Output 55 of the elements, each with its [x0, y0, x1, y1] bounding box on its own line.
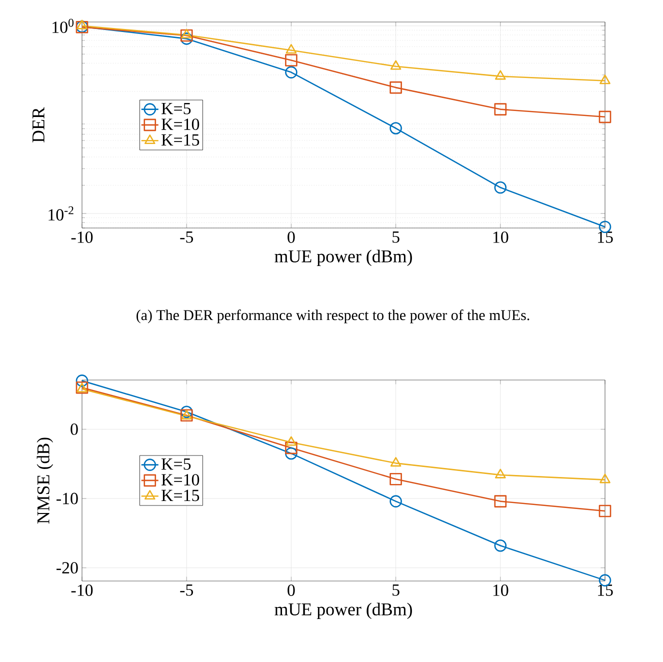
- point: [494, 468, 506, 478]
- x-tick-label: 0: [288, 232, 295, 243]
- point: [285, 66, 298, 78]
- point: [76, 20, 88, 30]
- y-tick-label: 0: [70, 423, 78, 435]
- point: [286, 44, 297, 54]
- point: [494, 495, 507, 508]
- x-tick-label: 10: [493, 232, 508, 243]
- x-tick-label: 10: [493, 584, 508, 596]
- point: [390, 495, 402, 508]
- legend-label: K=15: [162, 134, 200, 146]
- point: [494, 181, 507, 194]
- point: [76, 374, 88, 387]
- x-axis-title: mUE power (dBm): [274, 250, 412, 266]
- point: [390, 60, 402, 70]
- point: [285, 447, 298, 460]
- y-tick-label: -20: [56, 562, 78, 574]
- y-axis-title: NMSE (dB): [36, 438, 54, 524]
- y-tick-label: -10: [56, 492, 78, 504]
- y-axis-title: DER: [32, 107, 44, 142]
- point: [598, 110, 612, 124]
- point: [600, 474, 610, 484]
- legend-label: K=10: [162, 474, 200, 486]
- x-tick-label: 15: [598, 584, 613, 596]
- point: [286, 436, 297, 446]
- y-tick-label: 10$^{-2}$: [48, 206, 74, 221]
- point: [494, 103, 507, 116]
- x-axis-title: mUE power (dBm): [274, 602, 412, 620]
- point: [390, 81, 402, 94]
- point: [285, 442, 298, 454]
- x-tick-label: 5: [392, 232, 400, 243]
- x-tick-label: -10: [71, 232, 93, 243]
- x-tick-label: -10: [71, 584, 93, 596]
- point: [180, 406, 193, 418]
- point: [494, 540, 507, 552]
- legend-label: K=5: [162, 103, 191, 114]
- x-tick-label: 5: [392, 584, 400, 596]
- y-tick-label: 10$^{0}$: [52, 18, 74, 34]
- text: (a) The DER performance with respect to the power of the mUEs.: [136, 310, 530, 324]
- point: [285, 54, 298, 66]
- point: [181, 28, 192, 38]
- x-tick-label: 0: [288, 584, 295, 596]
- point: [494, 70, 506, 80]
- point: [600, 74, 610, 84]
- point: [390, 457, 402, 467]
- x-tick-label: -5: [180, 584, 193, 596]
- x-tick-label: 15: [598, 232, 613, 243]
- point: [390, 472, 402, 486]
- point: [598, 504, 612, 518]
- point: [390, 122, 402, 134]
- x-tick-label: -5: [180, 232, 193, 243]
- legend-label: K=10: [162, 118, 200, 130]
- legend-label: K=5: [162, 458, 191, 470]
- legend-label: K=15: [162, 490, 200, 502]
- point: [180, 29, 193, 42]
